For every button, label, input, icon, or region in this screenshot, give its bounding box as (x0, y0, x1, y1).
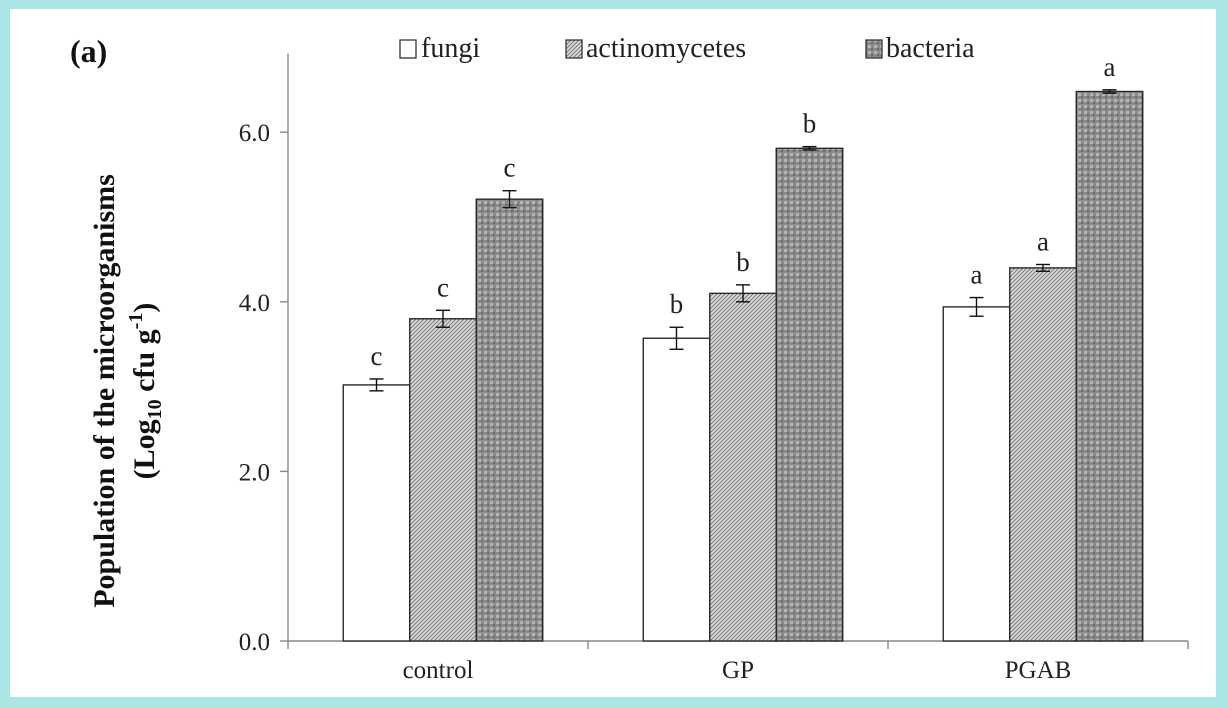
significance-letter: c (371, 341, 383, 371)
bar-actinomycetes-PGAB (1009, 267, 1077, 642)
bar-bacteria-PGAB (1075, 90, 1144, 642)
panel-label: (a) (70, 33, 107, 69)
y-axis-unit-suffix: ) (128, 303, 161, 313)
y-axis-unit-subscript: 10 (144, 399, 166, 419)
y-tick-label: 6.0 (239, 120, 270, 147)
legend-label-fungi: fungi (421, 33, 480, 64)
y-axis-label-line1: Population of the microorganisms (88, 174, 121, 608)
bar-fungi-PGAB (942, 306, 1011, 642)
bar-actinomycetes-GP (709, 292, 777, 642)
y-axis-unit-superscript: -1 (125, 313, 147, 330)
significance-letter: c (437, 272, 449, 302)
legend-swatch-fungi (399, 39, 417, 59)
plot-area: 0.0 2.0 4.0 6.0 c c c control b b b GP a a a PGAB (239, 52, 1189, 684)
y-tick-label: 2.0 (239, 459, 270, 486)
significance-letter: b (803, 109, 817, 139)
significance-letter: b (736, 247, 750, 277)
y-tick-label: 0.0 (239, 629, 270, 656)
y-axis-unit-prefix: (Log (128, 419, 161, 479)
legend-swatch-bacteria (865, 39, 883, 59)
x-tick-label-PGAB: PGAB (1005, 657, 1072, 684)
bar-bacteria-control (475, 198, 544, 642)
legend-item-fungi: fungi (399, 33, 480, 64)
significance-letter: a (971, 260, 983, 290)
significance-letter: a (1037, 226, 1049, 256)
bar-bacteria-GP (775, 147, 844, 642)
legend-label-bacteria: bacteria (886, 33, 975, 64)
significance-letter: a (1104, 52, 1116, 82)
legend-item-actinomycetes: actinomycetes (565, 33, 746, 64)
legend-label-actinomycetes: actinomycetes (586, 33, 746, 64)
significance-letter: c (504, 153, 516, 183)
y-axis-label-line2: (Log10 cfu g-1) (125, 303, 166, 480)
y-axis-unit-mid: cfu g (128, 329, 161, 399)
bar-fungi-GP (642, 337, 711, 642)
legend-swatch-actinomycetes (565, 39, 583, 59)
y-tick-label: 4.0 (239, 290, 270, 317)
significance-letter: b (670, 289, 684, 319)
bar-fungi-control (342, 384, 411, 642)
x-tick-label-GP: GP (722, 657, 754, 684)
x-tick-label-control: control (403, 657, 474, 684)
legend-item-bacteria: bacteria (865, 33, 975, 64)
legend: fungi actinomycetes bacteria (399, 33, 975, 64)
figure-frame: (a) Population of the microorganisms (Lo… (10, 9, 1216, 697)
bar-actinomycetes-control (409, 318, 477, 642)
y-axis-label: Population of the microorganisms (Log10 … (88, 174, 166, 608)
bar-chart: (a) Population of the microorganisms (Lo… (70, 33, 1189, 684)
